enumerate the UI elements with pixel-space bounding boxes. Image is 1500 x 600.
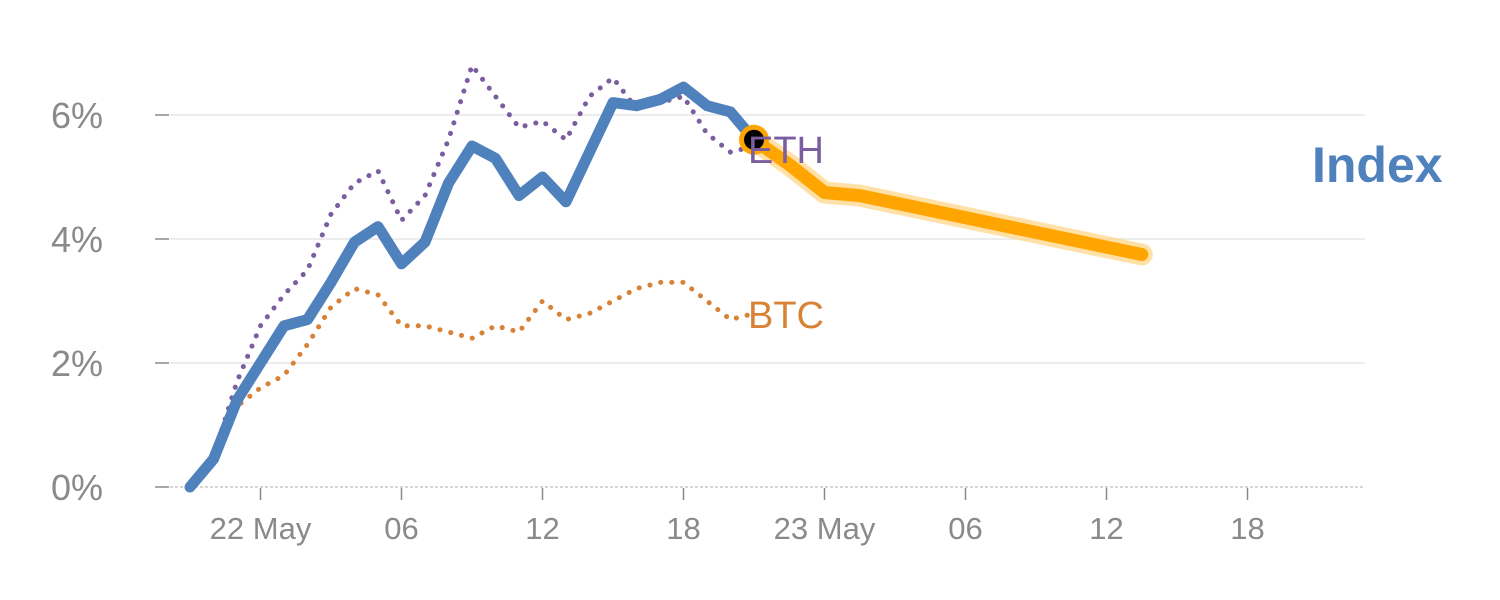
index-series-label: Index [1312,137,1443,193]
series-layer [184,62,760,493]
x-tick-label: 18 [666,511,700,546]
marker-dot [744,129,764,150]
x-tick-label: 18 [1230,511,1264,546]
y-tick-label: 4% [51,219,103,260]
forecast-layer [743,128,1153,266]
eth-series-line [187,62,757,490]
y-tick-label: 6% [51,95,103,136]
x-tick-label: 12 [525,511,559,546]
btc-series-label: BTC [748,295,824,337]
y-tick-label: 0% [51,467,103,508]
axis-layer: 0% 2% 4% 6% 22 May 06 12 18 23 May 06 12 18 [51,95,1365,546]
x-tick-label: 06 [948,511,982,546]
x-tick-label: 06 [384,511,418,546]
index-series-line [184,81,760,493]
eth-series-label: ETH [748,130,824,172]
x-tick-label: 22 May [210,511,312,546]
btc-series-line [187,279,757,490]
x-tick-label: 23 May [774,511,876,546]
x-tick-label: 12 [1089,511,1123,546]
marker-layer [739,124,769,155]
label-layer: ETH BTC Index [748,130,1443,337]
forecast-line [747,133,1149,261]
y-tick-label: 2% [51,343,103,384]
